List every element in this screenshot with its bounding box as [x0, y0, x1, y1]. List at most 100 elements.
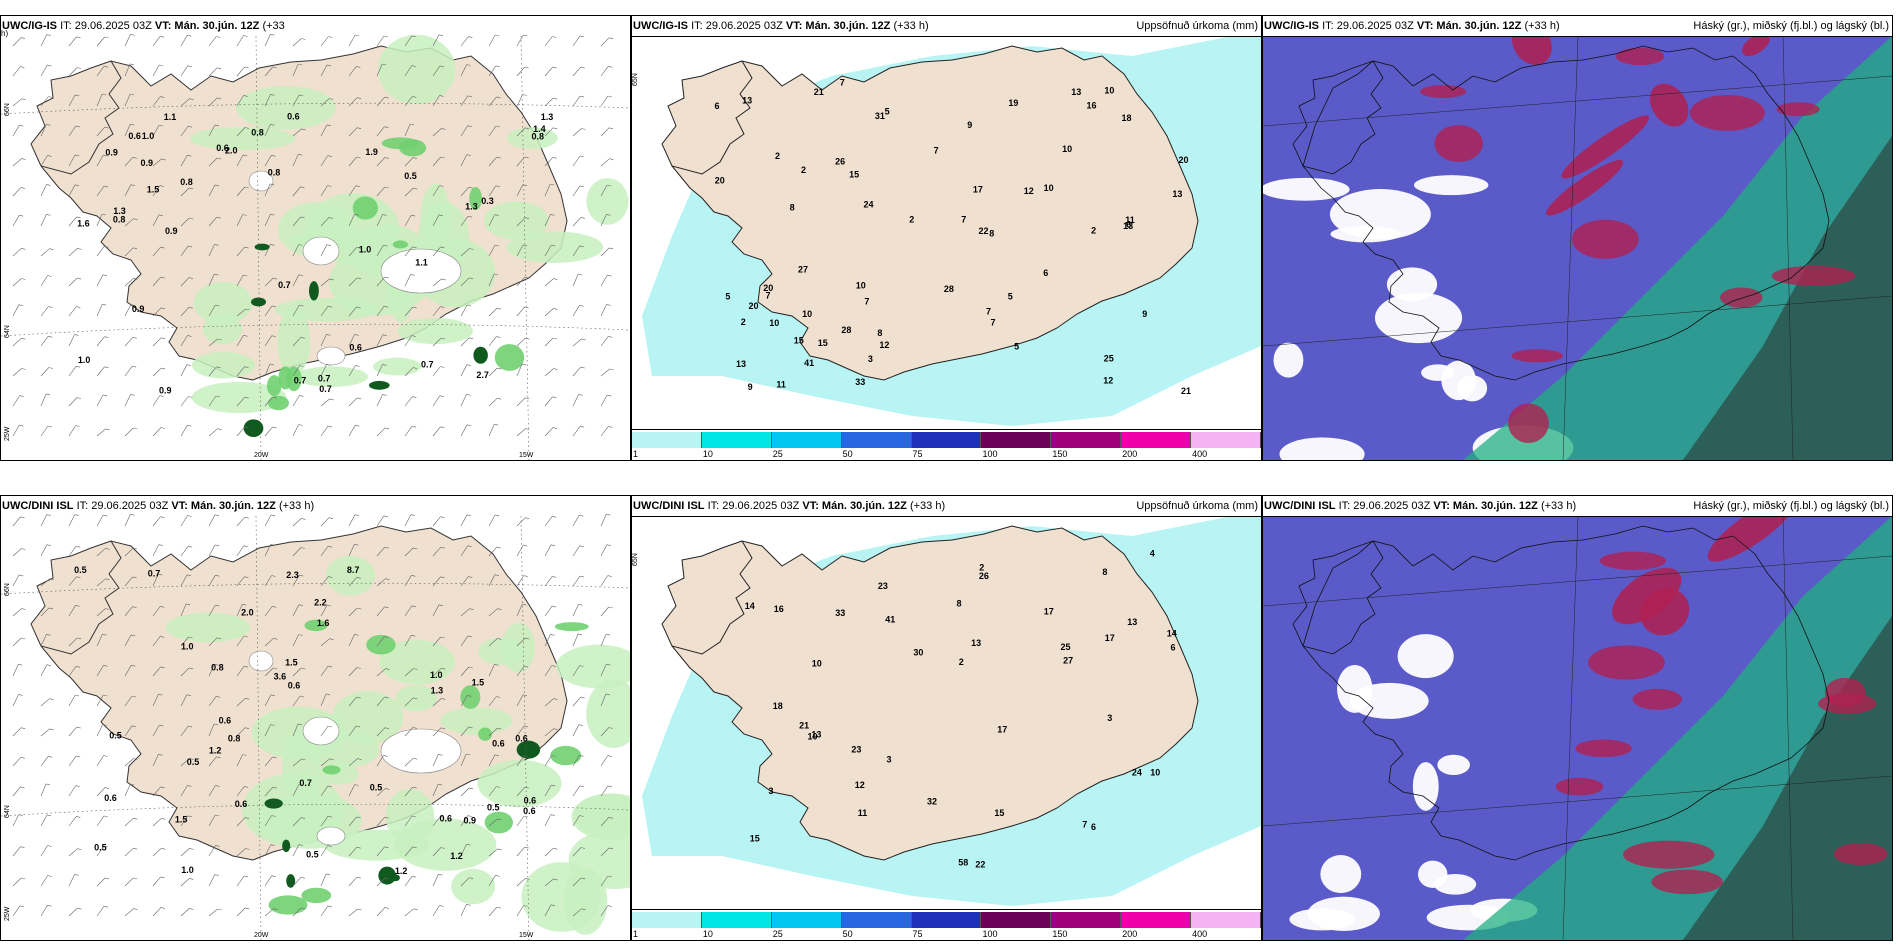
wind-barb: [124, 514, 131, 527]
wind-barb-feather: [244, 186, 249, 189]
wind-barb: [376, 214, 383, 227]
wind-barb-feather: [412, 727, 417, 729]
wind-barb-feather: [103, 154, 108, 157]
wind-barb: [544, 516, 553, 527]
value-label: 15: [818, 338, 828, 348]
wind-barb: [68, 366, 77, 377]
wind-barb-feather: [439, 905, 444, 907]
wind-barb-feather: [467, 304, 472, 307]
wind-barb-feather: [354, 784, 359, 786]
wind-barb: [572, 217, 582, 227]
wind-barb-feather: [19, 905, 24, 908]
wind-barb: [12, 125, 20, 137]
westfjords-landmass: [30, 540, 122, 655]
wind-barb-feather: [21, 548, 26, 550]
value-label: 0.6: [492, 738, 505, 748]
longitude-label: 20W: [254, 932, 269, 939]
wind-barb-feather: [214, 514, 220, 517]
wind-barb: [208, 575, 216, 587]
high-cloud-area: [1546, 159, 1624, 216]
high-cloud-area: [1434, 124, 1483, 162]
wind-barb-feather: [75, 94, 80, 97]
wind-barb: [432, 366, 441, 377]
wind-barb: [180, 785, 188, 797]
value-label: 9: [748, 382, 753, 392]
field-title: Háský (gr.), miðský (fj.bl.) og lágský (…: [1693, 20, 1889, 32]
wind-barb: [208, 273, 215, 287]
value-label: 0.6: [349, 343, 362, 353]
wind-barb-feather: [609, 247, 614, 250]
wind-barb: [96, 877, 106, 887]
wind-barb: [348, 156, 357, 167]
light-precip-area: [373, 357, 422, 376]
wind-barb: [516, 397, 526, 407]
valid-time-prefix: VT:: [154, 20, 172, 32]
wind-barb-feather: [606, 304, 611, 306]
wind-barb-feather: [552, 36, 557, 38]
wind-barb-feather: [355, 185, 360, 187]
value-label: 10: [812, 658, 822, 668]
wind-barb-feather: [132, 606, 137, 608]
wind-barb: [376, 306, 385, 317]
wind-barb: [376, 696, 385, 707]
wind-barb: [12, 368, 22, 377]
latitude-label: 64N: [4, 805, 11, 818]
wind-barb-feather: [298, 244, 303, 246]
wind-barb: [404, 908, 414, 917]
wind-barb-feather: [496, 156, 501, 159]
wind-barb: [180, 725, 189, 737]
wind-barb-feather: [357, 277, 362, 280]
wind-barb: [544, 157, 554, 167]
colorbar-tick-label: 150: [1052, 449, 1068, 459]
wind-barb-feather: [413, 697, 418, 700]
wind-barb: [572, 696, 581, 707]
wind-barb: [152, 907, 162, 917]
wind-barb-feather: [608, 817, 613, 819]
wind-barb-feather: [49, 728, 54, 731]
wind-barb: [404, 757, 414, 767]
longitude-line: [520, 515, 530, 940]
wind-barb-feather: [439, 395, 444, 397]
moderate-precip-area: [469, 186, 482, 211]
grid-line: [1263, 775, 1892, 827]
wind-barb: [404, 96, 413, 107]
wind-barb: [460, 635, 469, 647]
wind-barb-feather: [130, 304, 135, 306]
wind-barb: [208, 97, 218, 107]
value-label: 0.6: [219, 716, 232, 726]
wind-barb-feather: [104, 366, 109, 369]
wind-barb: [180, 815, 189, 827]
wind-barb: [292, 784, 300, 797]
value-label: 1.5: [285, 658, 298, 668]
wind-barb-feather: [76, 216, 81, 219]
wind-barb: [516, 878, 526, 887]
wind-barb-feather: [103, 394, 108, 397]
wind-barb: [460, 576, 469, 587]
wind-barb: [516, 428, 526, 437]
clear-sky-area: [1421, 364, 1455, 381]
wind-barb-feather: [580, 66, 585, 69]
wind-barb-feather: [187, 515, 192, 517]
wind-barb: [600, 513, 607, 527]
wind-barb-feather: [495, 244, 500, 247]
wind-barb-feather: [214, 244, 219, 246]
wind-barb-feather: [326, 124, 332, 127]
wind-barb-feather: [75, 694, 80, 697]
clear-sky-area: [1307, 896, 1380, 931]
wind-barb-feather: [76, 755, 81, 758]
value-label: 10: [802, 309, 812, 319]
wind-barb: [292, 604, 300, 617]
wind-barb: [376, 727, 386, 737]
wind-barb-feather: [298, 604, 303, 606]
clear-sky-area: [1374, 292, 1463, 344]
high-cloud-area: [1623, 840, 1715, 869]
wind-barb-feather: [329, 98, 334, 100]
wind-barb: [488, 34, 496, 47]
wind-barb: [292, 244, 299, 257]
wind-barb: [600, 544, 608, 557]
wind-barb-feather: [440, 426, 445, 429]
wind-barb-feather: [270, 544, 275, 546]
moderate-precip-area: [550, 745, 582, 766]
wind-barb-feather: [383, 515, 388, 518]
wind-barb: [40, 845, 48, 857]
